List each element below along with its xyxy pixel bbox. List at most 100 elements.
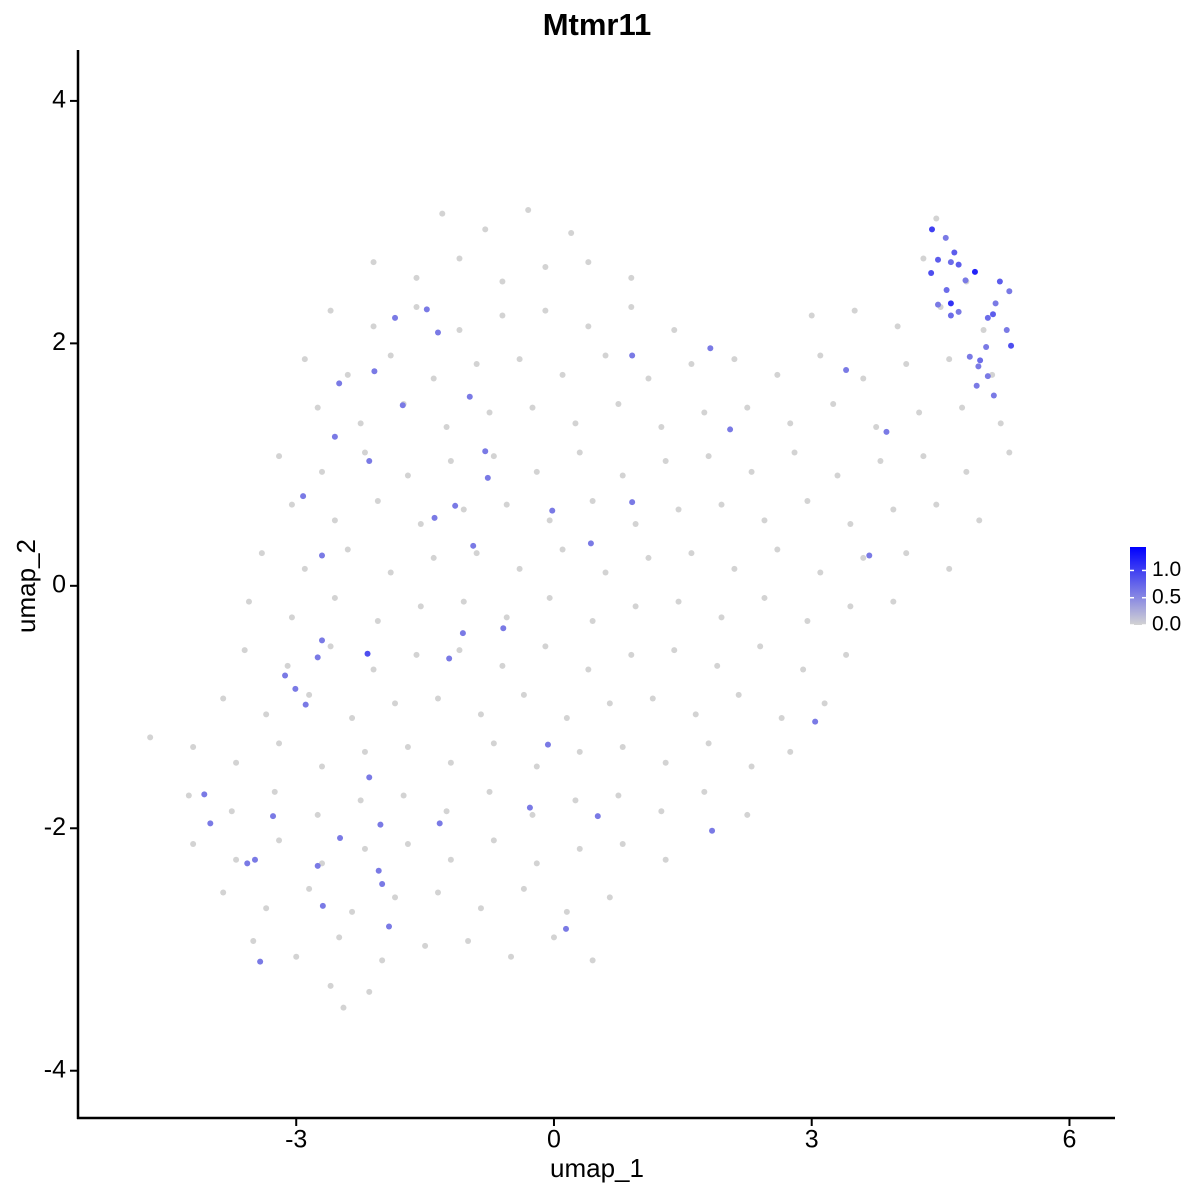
point: [271, 788, 278, 795]
point: [718, 614, 725, 621]
point: [364, 650, 371, 657]
point: [516, 356, 523, 363]
point: [629, 499, 636, 506]
point: [705, 740, 712, 747]
point: [589, 617, 596, 624]
point: [947, 312, 954, 319]
colorbar-label: 0.0: [1152, 613, 1181, 636]
point: [851, 307, 858, 314]
point: [366, 988, 373, 995]
point: [190, 841, 197, 848]
point: [894, 323, 901, 330]
point: [336, 380, 343, 387]
point: [606, 894, 613, 901]
point: [1006, 288, 1013, 295]
point: [997, 420, 1004, 427]
point: [576, 449, 583, 456]
y-tick-label: 2: [52, 328, 66, 356]
point: [349, 714, 356, 721]
colorbar-label: 1.0: [1152, 558, 1181, 581]
point: [866, 552, 873, 559]
point: [370, 259, 377, 266]
point: [361, 449, 368, 456]
point: [843, 367, 850, 374]
point: [619, 744, 626, 751]
point: [430, 375, 437, 382]
point: [976, 517, 983, 524]
point: [370, 666, 377, 673]
point: [714, 662, 721, 669]
point: [447, 759, 454, 766]
point: [544, 741, 551, 748]
point: [314, 654, 321, 661]
point: [319, 552, 325, 559]
point: [439, 210, 446, 217]
point: [649, 695, 656, 702]
point: [374, 617, 381, 624]
point: [399, 402, 406, 409]
point: [707, 345, 714, 352]
point: [563, 714, 570, 721]
point: [228, 808, 235, 815]
x-tick-label: 6: [1063, 1126, 1077, 1154]
point: [486, 788, 493, 795]
point: [662, 856, 669, 863]
point: [387, 569, 394, 576]
point: [337, 834, 344, 841]
point: [980, 327, 987, 334]
point: [456, 327, 463, 334]
point: [632, 520, 639, 527]
point: [490, 453, 497, 460]
point: [282, 672, 289, 679]
point: [992, 300, 999, 307]
point: [456, 647, 463, 654]
point: [443, 808, 450, 815]
point: [645, 554, 652, 561]
point: [370, 323, 377, 330]
point: [357, 797, 364, 804]
point: [276, 740, 283, 747]
point: [615, 400, 622, 407]
point: [791, 449, 798, 456]
point: [516, 565, 523, 572]
point: [883, 428, 890, 435]
y-tick-label: 0: [52, 570, 66, 598]
point: [404, 472, 411, 479]
point: [718, 501, 725, 508]
point: [821, 700, 828, 707]
point: [877, 457, 884, 464]
point: [920, 255, 927, 262]
point: [658, 808, 665, 815]
point: [920, 453, 927, 460]
point: [263, 905, 270, 912]
point: [244, 860, 251, 867]
point: [288, 501, 295, 508]
point: [379, 957, 386, 964]
point: [761, 594, 768, 601]
point: [984, 373, 991, 380]
point: [572, 797, 579, 804]
point: [508, 953, 515, 960]
point: [526, 804, 533, 811]
point: [589, 957, 596, 964]
point: [220, 695, 227, 702]
point: [971, 268, 978, 275]
point: [375, 867, 382, 874]
point: [525, 207, 532, 214]
point: [465, 938, 472, 945]
point: [890, 598, 897, 605]
point: [447, 856, 454, 863]
point: [284, 662, 291, 669]
point: [327, 643, 334, 650]
point: [314, 811, 321, 818]
point: [847, 520, 854, 527]
point: [628, 274, 635, 281]
point: [701, 409, 708, 416]
point: [731, 565, 738, 572]
point: [431, 514, 438, 521]
y-tick-label: 4: [52, 86, 66, 114]
point: [645, 375, 652, 382]
point: [817, 569, 824, 576]
point: [935, 301, 942, 308]
